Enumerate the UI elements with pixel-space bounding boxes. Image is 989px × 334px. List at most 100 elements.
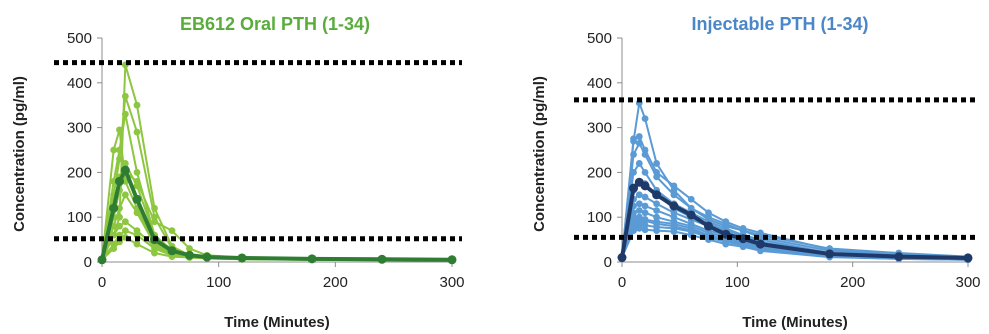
x-tick-label: 200: [840, 274, 865, 291]
subject-point: [133, 182, 141, 190]
subject-point: [739, 243, 747, 251]
mean-point: [120, 165, 130, 175]
subject-point: [121, 160, 129, 167]
x-axis-label: Time (Minutes): [742, 314, 848, 331]
mean-point: [704, 221, 713, 231]
mean-point: [377, 254, 387, 264]
y-tick-label: 200: [67, 164, 92, 181]
subject-point: [121, 110, 129, 118]
subject-point: [670, 182, 678, 190]
subject-point: [630, 151, 637, 158]
x-tick-label: 0: [98, 274, 106, 291]
chart-title: Injectable PTH (1-34): [691, 14, 868, 34]
subject-point: [635, 225, 643, 232]
y-tick-label: 300: [587, 120, 612, 137]
subject-point: [641, 193, 649, 201]
x-axis-label: Time (Minutes): [224, 314, 330, 331]
subject-point: [151, 218, 158, 226]
mean-point: [167, 246, 177, 256]
mean-point: [894, 252, 904, 262]
subject-point: [186, 245, 193, 252]
mean-point: [185, 250, 194, 260]
subject-point: [133, 128, 141, 136]
subject-point: [687, 195, 695, 203]
subject-point: [133, 240, 141, 248]
subject-point: [641, 115, 649, 123]
subject-point: [635, 200, 643, 208]
subject-point: [641, 151, 649, 158]
y-axis-label: Concentration (pg/ml): [531, 76, 548, 232]
subject-point: [653, 160, 660, 167]
subject-point: [635, 207, 643, 214]
mean-point: [109, 203, 119, 213]
injectable-pth-chart: Injectable PTH (1-34) 0 100 200 300 400 500 0 10…: [531, 14, 981, 331]
x-tick-label: 300: [439, 274, 464, 291]
mean-point: [669, 201, 679, 211]
y-tick-label: 400: [67, 75, 92, 92]
mean-point: [237, 253, 247, 263]
subject-point: [151, 242, 158, 250]
mean-point: [447, 255, 457, 265]
mean-point: [307, 254, 317, 264]
subject-point: [653, 173, 660, 181]
mean-point: [755, 239, 765, 249]
subject-point: [116, 222, 123, 230]
subject-point: [670, 191, 678, 199]
subject-point: [635, 160, 643, 167]
subject-point: [121, 191, 129, 199]
y-tick-label: 400: [587, 75, 612, 92]
x-tick-label: 100: [725, 274, 750, 291]
x-tick-label: 300: [955, 274, 980, 291]
subject-point: [630, 227, 637, 235]
mean-point: [686, 210, 696, 220]
subject-point: [110, 245, 118, 252]
mean-point: [115, 176, 124, 186]
subject-point: [641, 202, 649, 210]
y-tick-label: 0: [84, 254, 92, 271]
x-tick-label: 200: [323, 274, 348, 291]
y-tick-label: 100: [587, 209, 612, 226]
subject-point: [653, 200, 660, 208]
mean-point: [97, 255, 107, 265]
subject-point: [653, 227, 660, 235]
subject-point: [168, 227, 176, 235]
subject-point: [116, 213, 123, 221]
mean-point: [132, 194, 142, 204]
mean-point: [652, 190, 662, 200]
y-tick-label: 0: [604, 254, 612, 271]
oral-pth-chart: EB612 Oral PTH (1-34) 0 100 200 300 400 500 0 10…: [11, 14, 465, 331]
subject-point: [133, 169, 141, 176]
y-axis-label: Concentration (pg/ml): [11, 76, 28, 232]
x-tick-label: 100: [206, 274, 231, 291]
mean-point: [617, 253, 627, 263]
subject-point: [641, 209, 649, 217]
subject-point: [635, 139, 643, 147]
y-tick-label: 200: [587, 164, 612, 181]
subject-point: [133, 227, 141, 235]
subject-point: [121, 227, 129, 235]
mean-point: [640, 181, 650, 191]
subject-point: [722, 240, 730, 248]
y-tick-label: 500: [587, 30, 612, 47]
subject-point: [133, 101, 141, 109]
mean-point: [629, 183, 639, 193]
subject-point: [110, 146, 118, 154]
subject-point: [653, 207, 660, 214]
subject-point: [635, 133, 643, 140]
y-tick-label: 500: [67, 30, 92, 47]
x-tick-label: 0: [618, 274, 626, 291]
subject-line: [101, 63, 452, 261]
y-tick-label: 300: [67, 120, 92, 137]
subject-point: [635, 191, 643, 199]
y-tick-label: 100: [67, 209, 92, 226]
chart-title: EB612 Oral PTH (1-34): [180, 14, 370, 34]
mean-point: [825, 249, 835, 259]
subject-point: [641, 169, 649, 176]
mean-point: [963, 253, 973, 263]
subject-point: [121, 92, 129, 100]
subject-point: [121, 218, 129, 226]
subject-point: [670, 228, 678, 235]
subject-point: [630, 169, 637, 176]
subject-point: [116, 146, 123, 154]
